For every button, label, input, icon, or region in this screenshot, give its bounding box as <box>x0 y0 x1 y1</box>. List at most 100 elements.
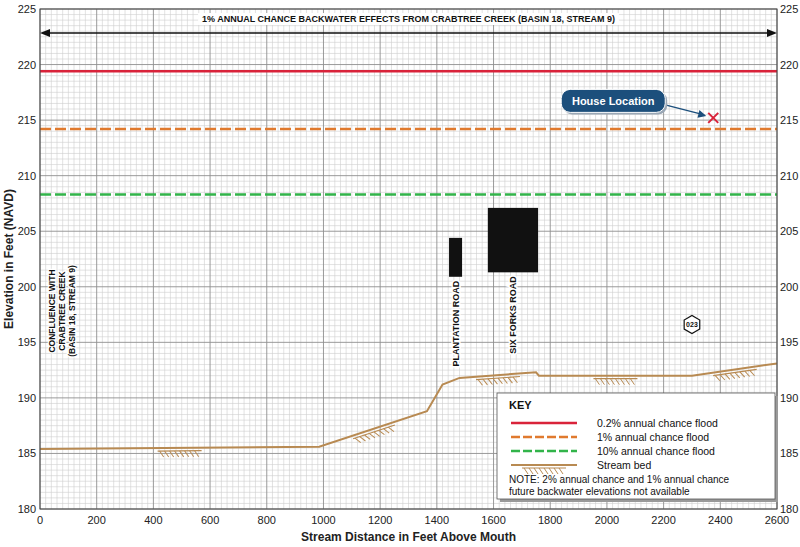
minor-grid-y <box>40 203 777 204</box>
y2-tick-label: 215 <box>780 114 798 126</box>
legend-note: future backwater elevations not availabl… <box>509 486 690 497</box>
grid-x <box>210 9 211 509</box>
minor-grid-y <box>40 59 777 60</box>
hatch-stroke <box>508 377 512 383</box>
hatch-stroke <box>175 451 179 457</box>
hatch-stroke <box>160 451 164 457</box>
y-tick-label: 180 <box>18 503 36 515</box>
hatch-stroke <box>620 379 624 385</box>
minor-grid-y <box>40 192 777 193</box>
minor-grid-y <box>40 503 777 504</box>
minor-grid-y <box>40 270 777 271</box>
hatch-stroke <box>610 379 614 385</box>
minor-grid-y <box>40 136 777 137</box>
y-tick-label: 225 <box>18 3 36 15</box>
minor-grid-y <box>40 325 777 326</box>
legend-label: Stream bed <box>597 459 651 471</box>
hatch-stroke <box>488 379 492 385</box>
minor-grid-y <box>40 31 777 32</box>
minor-grid-y <box>40 236 777 237</box>
hatch-stroke <box>190 451 194 457</box>
grid-x <box>323 9 324 509</box>
minor-grid-y <box>40 159 777 160</box>
x-tick-label: 200 <box>88 514 106 526</box>
hatch-stroke <box>625 379 629 385</box>
hatch-stroke <box>750 370 755 377</box>
minor-grid-y <box>40 220 777 221</box>
minor-grid-y <box>40 164 777 165</box>
legend-label: 1% annual chance flood <box>597 431 709 443</box>
y-tick-label: 200 <box>18 281 36 293</box>
series-line <box>40 193 777 196</box>
minor-grid-y <box>40 320 777 321</box>
backwater-arrow <box>48 32 769 33</box>
minor-grid-y <box>40 114 777 115</box>
grid-y <box>40 120 777 121</box>
y2-tick-label: 190 <box>780 392 798 404</box>
minor-grid-y <box>40 53 777 54</box>
hatch-stroke <box>735 372 740 379</box>
grid-x <box>153 9 154 509</box>
hatch-stroke <box>170 451 174 457</box>
minor-grid-y <box>40 264 777 265</box>
confluence-label: CRABTREE CREEK <box>57 270 67 350</box>
x-tick-label: 1000 <box>311 514 335 526</box>
callout-label: House Location <box>572 95 655 107</box>
x-tick-label: 600 <box>201 514 219 526</box>
grid-y <box>40 342 777 343</box>
hatch-line <box>353 425 395 439</box>
x-tick-label: 800 <box>258 514 276 526</box>
hatch-stroke <box>388 426 394 433</box>
hatch-stroke <box>630 379 634 385</box>
x-tick-label: 2600 <box>765 514 789 526</box>
hatch-stroke <box>165 451 169 457</box>
bridge <box>488 208 538 272</box>
minor-grid-y <box>40 70 777 71</box>
y2-tick-label: 210 <box>780 170 798 182</box>
minor-grid-y <box>40 92 777 93</box>
y-tick-label: 190 <box>18 392 36 404</box>
series-line <box>40 128 777 131</box>
minor-grid-y <box>40 47 777 48</box>
hatch-stroke <box>615 379 619 385</box>
plot-area <box>40 9 777 509</box>
grid-x <box>266 9 267 509</box>
hatch-stroke <box>185 451 189 457</box>
minor-grid-y <box>40 253 777 254</box>
minor-grid-y <box>40 281 777 282</box>
minor-grid-y <box>40 147 777 148</box>
hatch-stroke <box>365 434 371 441</box>
title-bg <box>198 13 619 25</box>
minor-grid-y <box>40 336 777 337</box>
x-tick-label: 2400 <box>708 514 732 526</box>
hatch-stroke <box>720 374 725 381</box>
hatch-stroke <box>605 379 609 385</box>
background <box>0 0 800 547</box>
grid-y <box>40 175 777 176</box>
confluence-label: CONFLUENCE WITH <box>47 269 57 352</box>
legend-label: 10% annual chance flood <box>597 445 715 457</box>
hatch-stroke <box>513 377 517 383</box>
minor-grid-y <box>40 292 777 293</box>
x-tick-label: 2000 <box>595 514 619 526</box>
minor-grid-y <box>40 386 777 387</box>
legend-note: NOTE: 2% annual chance and 1% annual cha… <box>509 474 730 485</box>
grid <box>40 9 777 509</box>
minor-grid-y <box>40 309 777 310</box>
y-tick-label: 220 <box>18 59 36 71</box>
hatch-stroke <box>740 371 745 378</box>
y-tick-label: 185 <box>18 447 36 459</box>
x-tick-label: 0 <box>37 514 43 526</box>
y-tick-label: 210 <box>18 170 36 182</box>
hatch-stroke <box>600 379 604 385</box>
grid-x <box>96 9 97 509</box>
hatch-stroke <box>725 373 730 380</box>
legend-swatch <box>511 464 577 466</box>
bed-hatch <box>158 451 202 457</box>
minor-grid-y <box>40 131 777 132</box>
minor-grid-y <box>40 125 777 126</box>
hatch-stroke <box>374 431 380 438</box>
bridge <box>449 238 462 277</box>
callout-arrow-head <box>697 110 706 118</box>
cross-section-marker <box>684 316 700 334</box>
